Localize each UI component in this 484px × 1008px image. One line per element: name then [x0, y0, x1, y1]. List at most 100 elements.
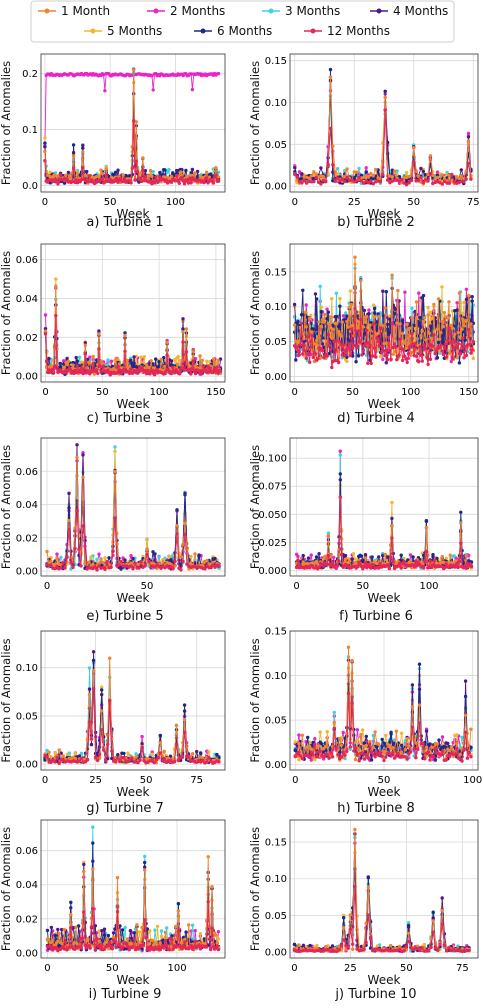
- data-point: [455, 346, 459, 350]
- data-point: [360, 353, 364, 357]
- data-point: [67, 506, 71, 510]
- data-point: [88, 361, 92, 365]
- data-point: [145, 547, 149, 552]
- data-point: [71, 166, 76, 170]
- data-point: [300, 172, 304, 176]
- data-point: [295, 175, 299, 179]
- data-point: [104, 173, 108, 177]
- x-tick-label: 50: [407, 197, 420, 208]
- data-point: [167, 167, 171, 172]
- data-point: [352, 175, 356, 180]
- data-point: [205, 563, 209, 568]
- data-point: [466, 161, 471, 165]
- data-point: [359, 317, 363, 322]
- data-point: [77, 355, 82, 359]
- data-point: [369, 171, 373, 176]
- data-point: [348, 289, 352, 293]
- y-axis-label: Fraction of Anomalies: [248, 251, 262, 375]
- data-point: [425, 355, 429, 360]
- data-point: [172, 173, 176, 177]
- data-point: [345, 359, 349, 364]
- data-point: [211, 357, 216, 361]
- data-point: [201, 175, 205, 180]
- data-point: [307, 176, 311, 180]
- data-point: [296, 320, 300, 324]
- data-point: [464, 297, 469, 302]
- data-point: [57, 178, 61, 182]
- data-point: [67, 518, 71, 523]
- data-point: [43, 332, 48, 336]
- data-point: [81, 475, 85, 479]
- data-point: [413, 341, 417, 346]
- data-point: [95, 557, 99, 561]
- data-point: [330, 336, 334, 340]
- data-point: [337, 329, 341, 334]
- data-point: [123, 333, 127, 338]
- data-point: [109, 565, 113, 569]
- data-point: [134, 120, 138, 124]
- data-point: [173, 357, 177, 362]
- data-point: [173, 559, 177, 564]
- data-point: [328, 75, 333, 79]
- data-point: [97, 329, 101, 333]
- data-point: [346, 345, 350, 349]
- data-point: [366, 175, 371, 179]
- data-point: [292, 302, 297, 307]
- panel-caption: c) Turbine 3: [87, 411, 163, 426]
- data-point: [442, 310, 446, 315]
- data-point: [363, 341, 368, 346]
- data-point: [407, 181, 411, 185]
- data-point: [75, 443, 79, 447]
- data-point: [410, 332, 414, 336]
- data-point: [332, 555, 336, 560]
- data-point: [349, 327, 354, 331]
- data-point: [62, 181, 67, 185]
- data-point: [130, 166, 134, 170]
- data-point: [363, 320, 368, 324]
- data-point: [374, 355, 378, 359]
- data-point: [213, 360, 217, 365]
- data-point: [386, 335, 391, 339]
- data-point: [381, 357, 385, 362]
- data-point: [175, 508, 179, 512]
- data-point: [83, 341, 88, 345]
- data-point: [134, 159, 138, 163]
- x-tick-label: 50: [104, 197, 117, 208]
- data-point: [447, 300, 451, 304]
- data-point: [116, 364, 120, 369]
- data-point: [56, 182, 60, 186]
- y-tick-label: 0.0: [22, 181, 38, 192]
- data-point: [376, 339, 380, 344]
- data-point: [312, 179, 316, 184]
- data-point: [467, 294, 471, 298]
- data-point: [96, 175, 101, 179]
- y-tick-label: 0.00: [265, 372, 287, 383]
- data-point: [141, 156, 145, 160]
- data-point: [466, 131, 471, 136]
- data-point: [71, 363, 75, 367]
- data-point: [337, 360, 341, 365]
- data-point: [417, 360, 421, 364]
- data-point: [421, 180, 425, 185]
- data-point: [131, 556, 135, 561]
- data-point: [137, 566, 141, 570]
- data-point: [376, 331, 380, 335]
- data-point: [135, 170, 140, 174]
- data-point: [156, 365, 160, 369]
- data-point: [89, 555, 93, 559]
- data-point: [377, 314, 382, 319]
- series-group: [45, 443, 221, 572]
- data-point: [142, 179, 146, 183]
- data-point: [45, 359, 49, 364]
- data-point: [384, 361, 388, 365]
- data-point: [169, 180, 174, 184]
- data-point: [357, 340, 362, 344]
- data-point: [338, 304, 342, 308]
- data-point: [105, 559, 109, 564]
- data-point: [171, 365, 175, 369]
- data-point: [354, 170, 359, 174]
- data-point: [320, 348, 325, 353]
- data-point: [340, 320, 344, 324]
- y-tick-label: 0.10: [265, 302, 287, 313]
- data-point: [133, 178, 137, 182]
